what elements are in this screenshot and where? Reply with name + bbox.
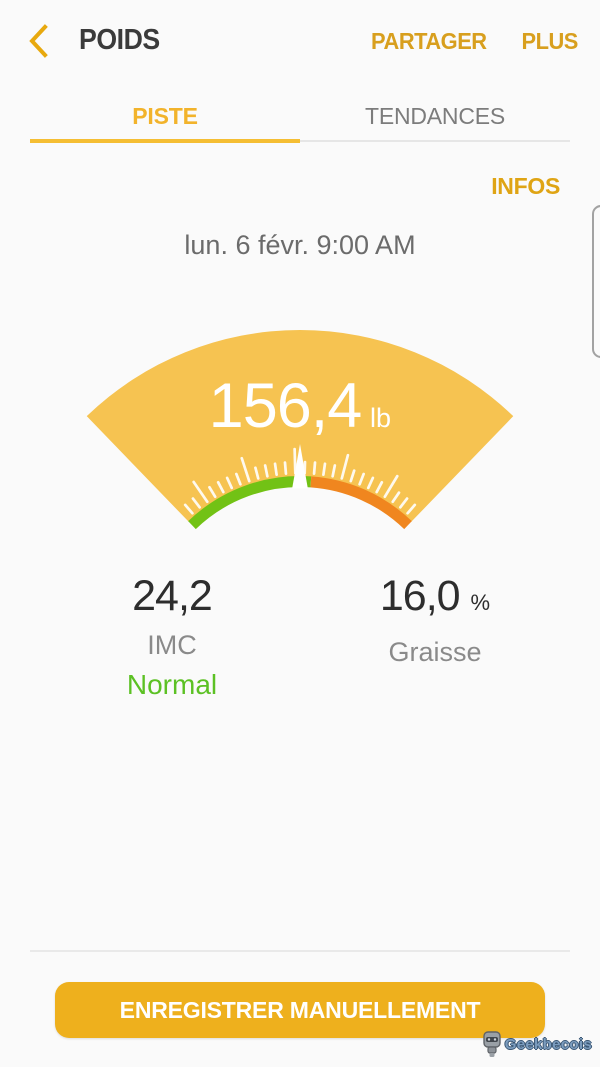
tab-trends[interactable]: TENDANCES	[364, 102, 506, 129]
weight-gauge: 156,4 lb	[0, 320, 600, 565]
back-button[interactable]	[20, 22, 56, 60]
tab-track[interactable]: PISTE	[132, 102, 198, 129]
infos-link[interactable]: INFOS	[491, 173, 560, 199]
bodyfat-stat: 16,0 % Graisse	[305, 570, 565, 669]
bodyfat-label: Graisse	[388, 637, 482, 667]
bmi-label: IMC	[147, 630, 197, 660]
watermark: Geekbecois	[481, 1030, 592, 1058]
bmi-status: Normal	[126, 669, 218, 700]
bodyfat-value: 16,0 %	[379, 572, 491, 620]
bottom-divider	[30, 950, 570, 952]
more-button[interactable]: PLUS	[521, 28, 578, 54]
record-manually-button[interactable]: ENREGISTRER MANUELLEMENT	[55, 982, 545, 1038]
record-date: lun. 6 févr. 9:00 AM	[184, 230, 416, 260]
weight-unit: lb	[370, 403, 391, 433]
weight-value: 156,4	[209, 371, 362, 441]
robot-icon	[483, 1031, 501, 1057]
scrollbar-thumb[interactable]	[592, 205, 600, 358]
tab-divider-line	[300, 140, 570, 142]
page-title: POIDS	[79, 24, 160, 56]
watermark-label: Geekbecois	[504, 1035, 592, 1053]
share-button[interactable]: PARTAGER	[371, 28, 487, 54]
bmi-stat: 24,2 IMC Normal	[42, 570, 302, 703]
tab-bar: PISTE TENDANCES	[0, 96, 600, 144]
bmi-value: 24,2	[132, 572, 213, 620]
header-actions: PARTAGER PLUS	[368, 28, 579, 55]
back-chevron-icon	[29, 24, 48, 58]
bodyfat-unit: %	[470, 590, 491, 615]
active-tab-indicator	[30, 139, 300, 143]
